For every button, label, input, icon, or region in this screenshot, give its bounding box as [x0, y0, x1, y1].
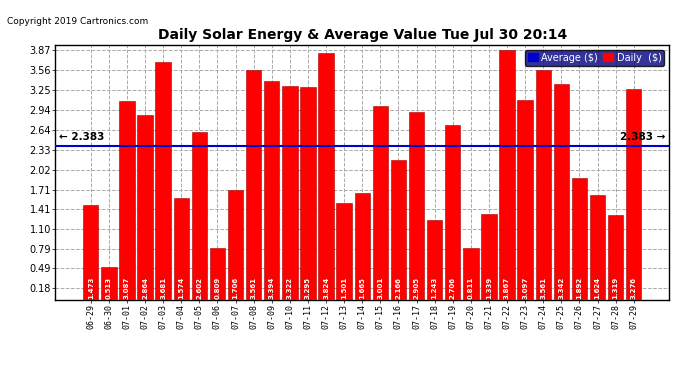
Text: 2.383 →: 2.383 → [620, 132, 665, 142]
Text: 3.001: 3.001 [377, 276, 384, 299]
Bar [463, 248, 479, 300]
Text: 2.602: 2.602 [197, 277, 202, 299]
Text: 1.706: 1.706 [233, 277, 239, 299]
Bar [626, 88, 642, 300]
Bar [228, 190, 244, 300]
Bar [409, 112, 424, 300]
Text: 1.574: 1.574 [178, 276, 184, 299]
Bar [445, 125, 460, 300]
Text: 3.867: 3.867 [504, 277, 510, 299]
Text: 3.342: 3.342 [558, 276, 564, 299]
Bar [300, 87, 315, 300]
Bar [553, 84, 569, 300]
Bar [337, 203, 352, 300]
Text: 3.561: 3.561 [540, 277, 546, 299]
Text: 3.681: 3.681 [160, 277, 166, 299]
Text: 3.295: 3.295 [305, 277, 311, 299]
Bar [155, 62, 171, 300]
Bar [83, 205, 99, 300]
Bar [373, 106, 388, 300]
Text: 1.319: 1.319 [613, 276, 619, 299]
Text: 3.824: 3.824 [323, 276, 329, 299]
Text: 2.706: 2.706 [450, 277, 455, 299]
Text: 3.087: 3.087 [124, 276, 130, 299]
Text: 2.864: 2.864 [142, 277, 148, 299]
Bar [572, 178, 587, 300]
Text: 0.811: 0.811 [468, 276, 474, 299]
Legend: Average ($), Daily  ($): Average ($), Daily ($) [525, 50, 664, 66]
Text: 1.624: 1.624 [595, 277, 600, 299]
Bar [590, 195, 605, 300]
Bar [427, 220, 442, 300]
Text: 1.665: 1.665 [359, 277, 365, 299]
Text: 0.513: 0.513 [106, 277, 112, 299]
Text: 1.473: 1.473 [88, 276, 94, 299]
Text: 3.394: 3.394 [269, 276, 275, 299]
Bar [192, 132, 207, 300]
Text: 3.561: 3.561 [250, 277, 257, 299]
Bar [210, 248, 225, 300]
Text: 1.892: 1.892 [576, 277, 582, 299]
Bar [119, 101, 135, 300]
Bar [535, 70, 551, 300]
Text: ← 2.383: ← 2.383 [59, 132, 105, 142]
Text: 2.905: 2.905 [413, 277, 420, 299]
Bar [500, 50, 515, 300]
Bar [137, 115, 152, 300]
Text: 2.166: 2.166 [395, 277, 402, 299]
Bar [282, 86, 297, 300]
Text: 3.276: 3.276 [631, 277, 637, 299]
Text: 1.501: 1.501 [341, 277, 347, 299]
Bar [481, 213, 497, 300]
Text: 1.243: 1.243 [432, 276, 437, 299]
Text: Copyright 2019 Cartronics.com: Copyright 2019 Cartronics.com [7, 17, 148, 26]
Bar [608, 215, 623, 300]
Bar [101, 267, 117, 300]
Text: 3.322: 3.322 [287, 277, 293, 299]
Bar [518, 100, 533, 300]
Bar [264, 81, 279, 300]
Text: 1.339: 1.339 [486, 276, 492, 299]
Bar [355, 192, 370, 300]
Text: 3.097: 3.097 [522, 276, 528, 299]
Bar [318, 53, 334, 300]
Bar [174, 198, 189, 300]
Title: Daily Solar Energy & Average Value Tue Jul 30 20:14: Daily Solar Energy & Average Value Tue J… [157, 28, 567, 42]
Bar [246, 70, 262, 300]
Bar [391, 160, 406, 300]
Text: 0.809: 0.809 [215, 276, 221, 299]
